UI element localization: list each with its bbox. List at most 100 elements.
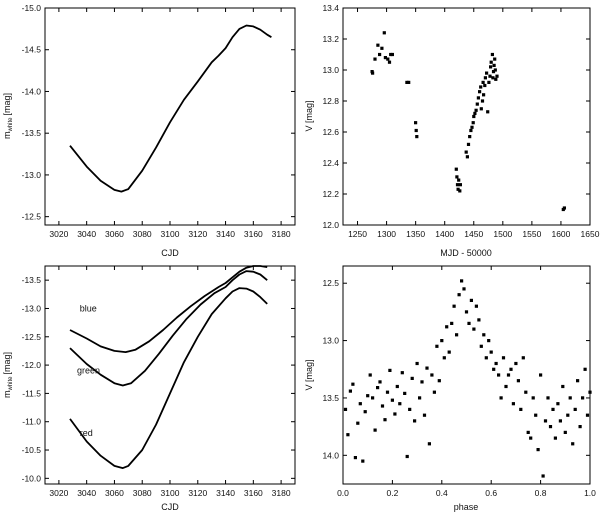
data-point: [489, 60, 493, 64]
data-point: [398, 402, 402, 406]
y-axis-label-main: m: [2, 132, 12, 140]
data-point: [553, 436, 557, 440]
data-point: [371, 71, 375, 75]
x-tick-label: 1.0: [584, 488, 596, 498]
data-point: [484, 356, 488, 360]
data-point: [358, 402, 362, 406]
x-axis-label: CJD: [161, 248, 179, 258]
data-point: [477, 318, 481, 322]
x-tick-label: 3120: [188, 229, 207, 239]
data-point: [479, 344, 483, 348]
x-ticks: 0.0 0.2 0.4 0.6 0.8 1.0: [337, 266, 596, 498]
data-point: [390, 398, 394, 402]
data-point: [361, 459, 365, 463]
data-point: [563, 430, 567, 434]
data-point: [490, 52, 494, 57]
data-point: [469, 128, 473, 133]
data-point: [474, 304, 478, 308]
data-point: [486, 110, 490, 114]
series-label-red: red: [80, 428, 93, 438]
data-point: [363, 410, 367, 414]
data-point: [460, 279, 464, 283]
y-tick-label: 12.6: [322, 127, 339, 137]
data-point: [414, 128, 418, 133]
x-tick-label: 3120: [188, 488, 207, 498]
data-point: [464, 150, 468, 154]
y-axis-label: mwhite[mag]: [2, 93, 14, 139]
x-tick-label: 3160: [244, 488, 263, 498]
data-marks: [370, 31, 566, 212]
x-tick-label: 0.6: [485, 488, 497, 498]
data-point: [376, 43, 380, 47]
y-ticks: -12.5 -13.0 -13.5 -14.0 -14.5 -15.0: [22, 3, 295, 222]
data-point: [437, 379, 441, 383]
y-tick-label: -13.0: [22, 170, 42, 180]
data-point: [455, 333, 459, 337]
data-point: [482, 93, 486, 97]
series-line-green: [69, 270, 268, 387]
data-marks: blue green red: [69, 265, 268, 469]
data-point: [415, 361, 419, 366]
data-point: [351, 382, 355, 386]
x-tick-label: 3080: [133, 488, 152, 498]
data-point: [521, 356, 525, 360]
y-ticks: -10.0 -10.5 -11.0 -11.5 -12.0 -12.5 -13.0 -13.5: [22, 275, 295, 483]
data-point: [493, 57, 497, 61]
data-point: [573, 407, 577, 411]
y-axis-label-sub: white: [8, 117, 14, 133]
panel-top-left: 3020 3040 3060 3080 3100 3120 3140 3160 3180 -12…: [2, 3, 296, 258]
data-point: [435, 344, 439, 348]
panel-bottom-left: 3020 3040 3060 3080 3100 3120 3140 3160 3180 -10…: [2, 265, 296, 512]
y-tick-label: -12.5: [22, 332, 42, 342]
series-label-blue: blue: [80, 303, 97, 313]
data-point: [516, 379, 520, 383]
data-point: [479, 85, 483, 89]
data-point: [576, 379, 580, 383]
y-tick-label: 12.0: [322, 220, 339, 230]
data-point: [541, 474, 545, 478]
data-point: [470, 125, 474, 129]
x-tick-label: 1400: [435, 229, 454, 239]
y-tick-label: 12.8: [322, 96, 339, 106]
data-point: [471, 121, 475, 125]
data-point: [568, 396, 572, 400]
x-tick-label: 1250: [348, 229, 367, 239]
data-point: [400, 371, 404, 375]
x-axis-label: CJD: [161, 502, 179, 512]
data-point: [378, 52, 382, 57]
x-tick-label: 1500: [493, 229, 512, 239]
y-tick-label: 14.0: [322, 450, 339, 460]
y-ticks: 12.0 12.2 12.4 12.6 12.8 13.0 13.2 13.4: [322, 3, 590, 230]
data-point: [343, 407, 348, 411]
data-point: [420, 380, 424, 384]
data-point: [405, 80, 409, 84]
data-point: [558, 419, 562, 423]
data-point: [482, 333, 486, 337]
data-point: [382, 31, 386, 35]
y-tick-label: 13.2: [322, 34, 339, 44]
data-point: [456, 187, 460, 191]
data-point: [458, 189, 462, 193]
x-tick-label: 3100: [161, 488, 180, 498]
y-axis-label: V [mag]: [304, 359, 314, 390]
x-tick-label: 3080: [133, 229, 152, 239]
y-tick-label: -11.0: [22, 417, 41, 427]
data-point: [474, 108, 478, 112]
data-point: [524, 390, 528, 394]
y-tick-label: 13.4: [322, 3, 339, 13]
data-point: [455, 183, 460, 187]
data-point: [539, 373, 543, 377]
data-point: [483, 76, 487, 80]
plot-frame: [44, 7, 296, 226]
data-marks: [343, 279, 592, 478]
data-point: [483, 83, 487, 88]
data-point: [432, 390, 436, 394]
data-point: [462, 287, 466, 291]
data-point: [467, 321, 471, 325]
data-point: [445, 325, 449, 329]
x-tick-label: 3100: [161, 229, 180, 239]
x-tick-label: 3020: [49, 488, 68, 498]
data-point: [452, 304, 456, 308]
data-point: [487, 80, 491, 84]
